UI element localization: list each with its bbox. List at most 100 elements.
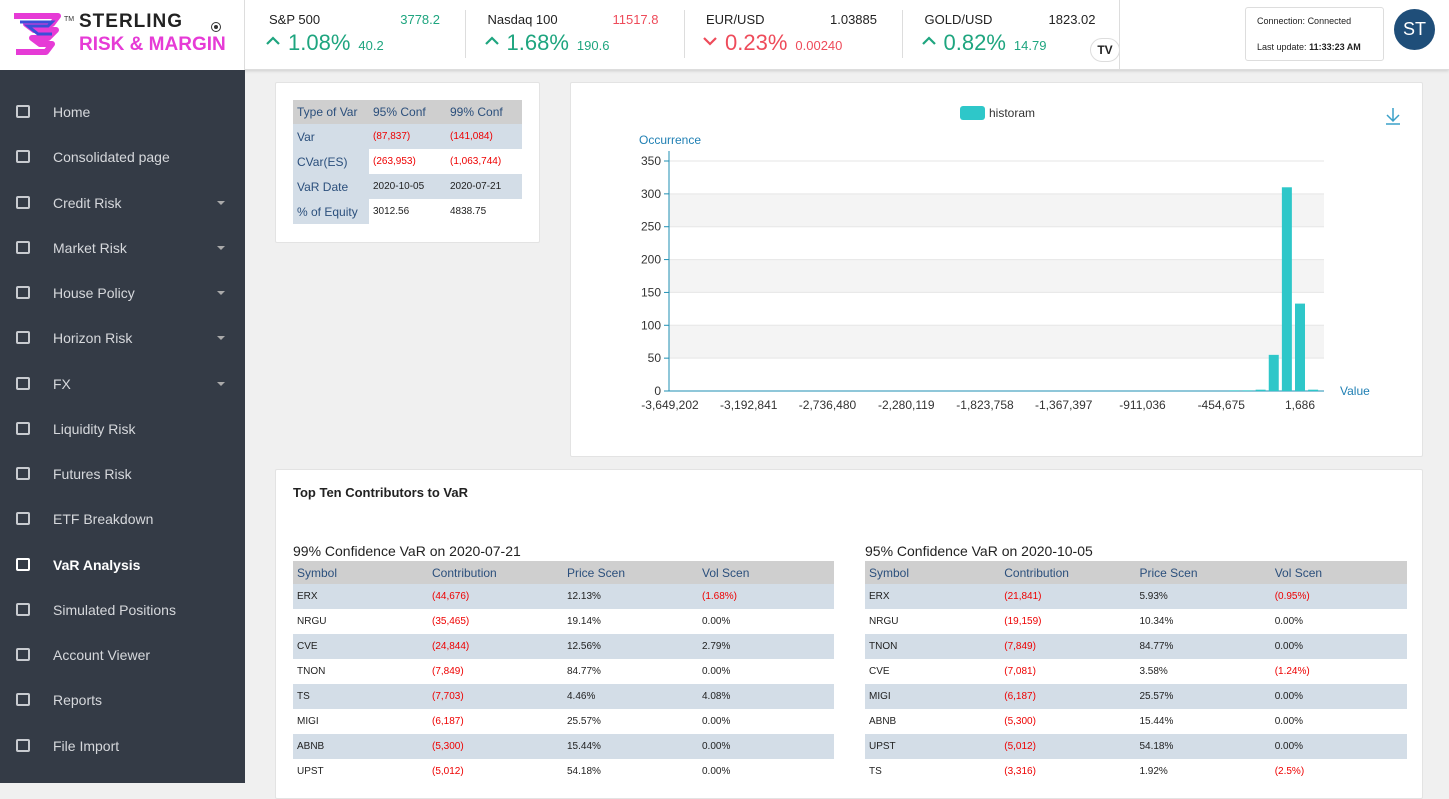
cell: 0.00% <box>1274 691 1304 702</box>
y-tick-label: 150 <box>641 285 661 299</box>
logo-line2: RISK & MARGIN <box>79 34 226 55</box>
ticker-price: 1.03885 <box>830 12 877 27</box>
header-cell: Price Scen <box>1139 565 1198 580</box>
nav-icon <box>16 421 30 435</box>
header-cell: 95% Conf <box>373 105 426 119</box>
nav-item[interactable]: VaR Analysis <box>0 543 245 588</box>
x-tick-label: -1,823,758 <box>956 398 1014 412</box>
x-axis-label: Value <box>1340 384 1370 398</box>
bar <box>1295 303 1305 391</box>
logo[interactable]: TM STERLING RISK & MARGIN <box>0 0 245 70</box>
header-row: Type of Var 95% Conf 99% Conf <box>293 100 522 124</box>
row: CVE (24,844) 12.56% 2.79% <box>293 634 834 659</box>
cell: 84.77% <box>1139 641 1174 652</box>
header-cell: Symbol <box>869 565 910 580</box>
cell: (1,063,744) <box>450 156 502 167</box>
cell: ERX <box>869 591 890 602</box>
nav-item[interactable]: File Import <box>0 724 245 769</box>
cell: (7,849) <box>432 666 464 677</box>
nav-item[interactable]: Futures Risk <box>0 452 245 497</box>
cell: (141,084) <box>450 131 493 142</box>
row: ABNB (5,300) 15.44% 0.00% <box>865 709 1407 734</box>
ticker-name: S&P 500 <box>269 12 321 27</box>
cell: TS <box>869 766 882 777</box>
cell: 2020-10-05 <box>373 181 425 192</box>
nav-item[interactable]: Reports <box>0 678 245 723</box>
divider <box>1119 0 1120 70</box>
connection-value: Connected <box>1307 16 1352 26</box>
cell: 1.92% <box>1139 766 1168 777</box>
tv-badge[interactable]: TV <box>1090 38 1120 62</box>
ticker-name: EUR/USD <box>706 12 765 27</box>
bar <box>1308 389 1319 391</box>
nav-icon <box>16 105 30 118</box>
grid-band <box>669 259 1324 293</box>
sidebar: Home Consolidated page Credit Risk Market R… <box>0 70 245 783</box>
nav-item[interactable]: Horizon Risk <box>0 316 245 361</box>
nav-item[interactable]: Credit Risk <box>0 181 245 226</box>
nav-icon <box>16 512 30 526</box>
ticker-change: 0.82% 14.79 <box>944 30 1047 56</box>
cell: (44,676) <box>432 591 470 602</box>
row: TS (3,316) 1.92% (2.5%) <box>865 759 1407 784</box>
bar <box>1255 389 1266 391</box>
cell: (3,316) <box>1004 766 1036 777</box>
nav-item[interactable]: Liquidity Risk <box>0 407 245 452</box>
avatar[interactable]: ST <box>1394 9 1435 50</box>
contributors-table: Symbol Contribution Price Scen Vol Scen ERX (… <box>865 561 1407 784</box>
cell: (2.5%) <box>1274 766 1305 777</box>
update-label: Last update: <box>1257 42 1307 52</box>
nav-label: Futures Risk <box>53 466 132 482</box>
nav-item[interactable]: Account Viewer <box>0 633 245 678</box>
nav-item[interactable]: House Policy <box>0 271 245 316</box>
cell: CVar(ES) <box>293 149 369 174</box>
nav-label: Home <box>53 104 91 120</box>
cell: 54.18% <box>1139 741 1174 752</box>
cell: MIGI <box>297 716 319 727</box>
cell: 4.46% <box>567 691 596 702</box>
nav-icon <box>16 286 30 299</box>
ticker-arrow <box>700 30 720 50</box>
nav-item[interactable]: Consolidated page <box>0 135 245 180</box>
ticker-price: 11517.8 <box>612 12 659 27</box>
y-tick-label: 200 <box>641 253 661 267</box>
row: NRGU (19,159) 10.34% 0.00% <box>865 609 1407 634</box>
cell: TNON <box>297 666 326 677</box>
nav-item[interactable]: FX <box>0 362 245 407</box>
x-tick-label: -2,736,480 <box>799 398 857 412</box>
contributors-card: Top Ten Contributors to VaR 99% Confiden… <box>275 469 1423 799</box>
y-tick-label: 350 <box>641 154 661 168</box>
row: TNON (7,849) 84.77% 0.00% <box>865 634 1407 659</box>
cell: 4838.75 <box>450 206 487 217</box>
row: VaR Date 2020-10-05 2020-07-21 <box>293 174 522 199</box>
row: TS (7,703) 4.46% 4.08% <box>293 684 834 709</box>
ticker-name: GOLD/USD <box>924 12 993 27</box>
cell: VaR Date <box>293 174 369 199</box>
nav-item[interactable]: Simulated Positions <box>0 588 245 633</box>
bar <box>1281 187 1292 391</box>
row: UPST (5,012) 54.18% 0.00% <box>865 734 1407 759</box>
y-tick-label: 100 <box>641 318 661 332</box>
row: CVE (7,081) 3.58% (1.24%) <box>865 659 1407 684</box>
cell: NRGU <box>297 616 327 627</box>
update-value: 11:33:23 AM <box>1309 42 1361 52</box>
nav-item[interactable]: ETF Breakdown <box>0 497 245 542</box>
nav-item[interactable]: Home <box>0 90 245 135</box>
grid-band <box>669 325 1324 359</box>
nav-caret <box>217 336 225 341</box>
ticker-arrow <box>482 30 502 50</box>
cell: (1.24%) <box>1274 666 1310 677</box>
cell: ABNB <box>297 741 325 752</box>
ticker-change-abs: 40.2 <box>358 38 384 53</box>
nav-item[interactable]: Market Risk <box>0 226 245 271</box>
nav-icon <box>16 331 30 345</box>
download-icon[interactable] <box>1386 108 1400 125</box>
legend-label: historam <box>989 106 1035 120</box>
cell: 0.00% <box>1274 616 1304 627</box>
cell: 2020-07-21 <box>450 181 502 192</box>
ticker-change-pct: 0.23% <box>725 30 788 55</box>
nav-caret <box>217 200 225 205</box>
header-row: Symbol Contribution Price Scen Vol Scen <box>865 561 1407 584</box>
nav-label: Market Risk <box>53 239 127 256</box>
